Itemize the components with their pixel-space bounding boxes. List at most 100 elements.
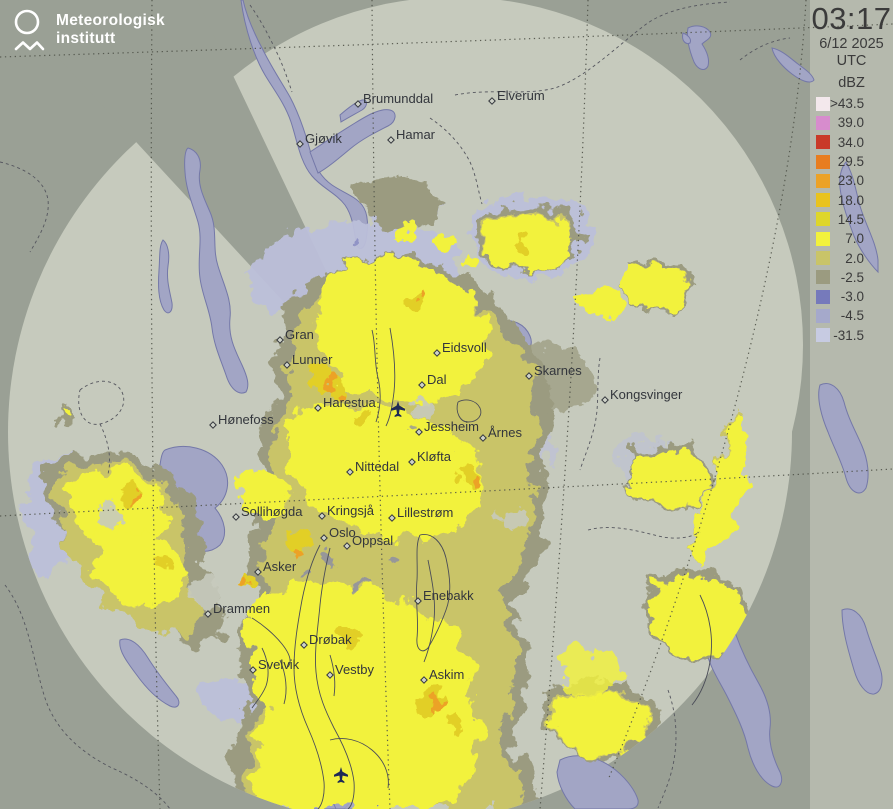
city-marker-icon: [276, 336, 284, 344]
city: Kløfta: [408, 449, 452, 466]
city-marker-icon: [320, 534, 328, 542]
city: Svelvik: [249, 657, 300, 674]
legend-value: 7.0: [845, 231, 864, 247]
precipitation-layer: [24, 176, 753, 809]
org-name-line1: Meteorologisk: [56, 12, 165, 29]
city: Kringsjå: [318, 503, 375, 520]
legend-row: -2.5: [810, 268, 893, 287]
legend-swatch: [816, 251, 830, 266]
city-label: Kløfta: [417, 449, 452, 464]
city: Gran: [276, 327, 314, 344]
city-marker-icon: [314, 404, 322, 412]
city-label: Hamar: [396, 127, 436, 142]
legend-row: -4.5: [810, 306, 893, 325]
city-marker-icon: [488, 97, 496, 105]
city-label: Lunner: [292, 352, 333, 367]
city-marker-icon: [433, 349, 441, 357]
legend-row: 39.0: [810, 113, 893, 132]
legend-row: 2.0: [810, 248, 893, 267]
city: Askim: [420, 667, 464, 684]
legend-row: -31.5: [810, 326, 893, 345]
city-label: Enebakk: [423, 588, 474, 603]
city-marker-icon: [525, 372, 533, 380]
city: Gjøvik: [296, 131, 342, 148]
city-label: Kringsjå: [327, 503, 375, 518]
city-label: Drammen: [213, 601, 270, 616]
city-label: Dal: [427, 372, 447, 387]
city-label: Lillestrøm: [397, 505, 453, 520]
city-label: Svelvik: [258, 657, 300, 672]
city-marker-icon: [346, 468, 354, 476]
airport-icon: [334, 767, 348, 783]
clock-time: 03:17: [811, 1, 892, 36]
legend-value: -4.5: [840, 308, 864, 324]
city-label: Elverum: [497, 88, 545, 103]
legend-value: 2.0: [845, 250, 864, 266]
city: Oppsal: [343, 533, 393, 550]
legend-value: >43.5: [830, 96, 865, 112]
city-label: Eidsvoll: [442, 340, 487, 355]
city-marker-icon: [249, 666, 257, 674]
dbz-legend: >43.5 39.0 34.0 29.5 23.0 18.0 14.5 7.0 2.0 -2.5 -…: [810, 94, 893, 345]
city: Oslo: [320, 525, 356, 542]
clock-timezone: UTC: [836, 53, 867, 69]
city: Skarnes: [525, 363, 582, 380]
city-marker-icon: [601, 396, 609, 404]
city-marker-icon: [204, 610, 212, 618]
airport-icon: [391, 401, 405, 417]
city-marker-icon: [300, 641, 308, 649]
city: Hamar: [387, 127, 436, 144]
city-marker-icon: [209, 421, 217, 429]
city-label: Gran: [285, 327, 314, 342]
city-label: Nittedal: [355, 459, 399, 474]
org-name-line2: institutt: [56, 30, 116, 47]
airports-layer: [334, 401, 405, 783]
city-label: Askim: [429, 667, 464, 682]
legend-value: 34.0: [837, 134, 864, 150]
info-panel: 03:17 6/12 2025 UTC dBZ >43.5 39.0 34.0 29.…: [810, 2, 893, 345]
city-marker-icon: [415, 428, 423, 436]
city-label: Oppsal: [352, 533, 393, 548]
city-marker-icon: [420, 676, 428, 684]
legend-value: 14.5: [837, 211, 864, 227]
legend-row: 18.0: [810, 190, 893, 209]
legend-row: >43.5: [810, 94, 893, 113]
clock-date: 6/12 2025: [819, 36, 884, 52]
legend-value: -31.5: [833, 327, 864, 343]
legend-value: 29.5: [837, 154, 864, 170]
legend-swatch: [816, 173, 830, 188]
coastline-layer: [251, 327, 712, 809]
legend-value: 18.0: [837, 192, 864, 208]
city-label: Skarnes: [534, 363, 582, 378]
city-marker-icon: [318, 512, 326, 520]
city-label: Hønefoss: [218, 412, 274, 427]
legend-row: 29.5: [810, 152, 893, 171]
city-marker-icon: [418, 381, 426, 389]
city-label: Asker: [263, 559, 297, 574]
city: Lillestrøm: [388, 505, 453, 522]
cities-layer: Brumunddal Elverum Gjøvik Hamar Gran Lunner Ei…: [204, 88, 683, 684]
city-marker-icon: [408, 458, 416, 466]
legend-value: -2.5: [840, 269, 864, 285]
city-label: Vestby: [335, 662, 375, 677]
city-marker-icon: [387, 136, 395, 144]
city-label: Sollihøgda: [241, 504, 303, 519]
legend-swatch: [816, 328, 830, 343]
city-marker-icon: [343, 542, 351, 550]
legend-value: -3.0: [840, 289, 864, 305]
county-border-layer: [0, 1, 791, 809]
city: Lunner: [283, 352, 333, 369]
legend-unit-label: dBZ: [838, 75, 865, 91]
city: Brumunddal: [354, 91, 433, 108]
legend-swatch: [816, 308, 830, 323]
city: Dal: [418, 372, 447, 389]
legend-swatch: [816, 96, 830, 111]
city-marker-icon: [254, 568, 262, 576]
city: Harestua: [314, 395, 377, 412]
city-label: Harestua: [323, 395, 377, 410]
city-label: Kongsvinger: [610, 387, 683, 402]
city-marker-icon: [232, 513, 240, 521]
city-label: Brumunddal: [363, 91, 433, 106]
city-label: Drøbak: [309, 632, 352, 647]
